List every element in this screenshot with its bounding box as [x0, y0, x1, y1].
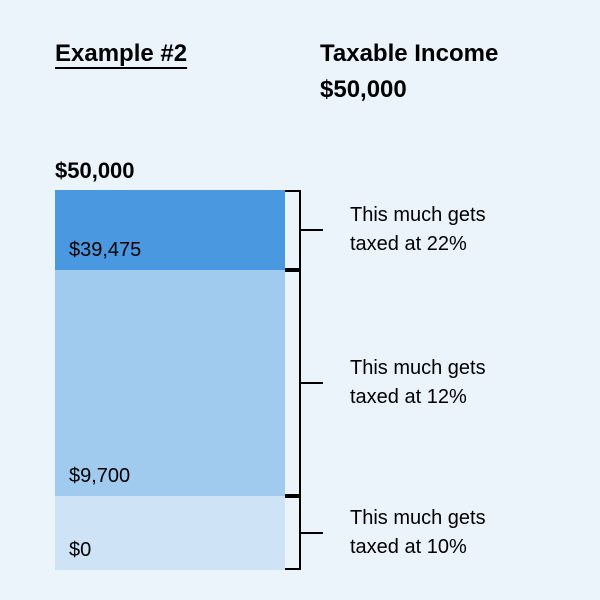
- annotation-line1: This much gets: [350, 504, 486, 533]
- annotation-line2: taxed at 22%: [350, 230, 486, 259]
- example-heading: Example #2: [55, 40, 187, 68]
- annotation-bracket-10: This much getstaxed at 10%: [350, 504, 486, 562]
- segment-label-bracket-10: $0: [69, 539, 91, 562]
- segment-bracket-22: $39,475: [55, 190, 285, 270]
- bracket-bracket-12: [299, 270, 301, 496]
- annotation-line2: taxed at 10%: [350, 533, 486, 562]
- segment-bracket-10: $0: [55, 496, 285, 570]
- annotation-line1: This much gets: [350, 201, 486, 230]
- taxable-income-amount: $50,000: [320, 76, 407, 104]
- bracket-bracket-10: [299, 496, 301, 570]
- annotation-bracket-12: This much getstaxed at 12%: [350, 354, 486, 412]
- annotation-line1: This much gets: [350, 354, 486, 383]
- segment-bracket-12: $9,700: [55, 270, 285, 496]
- taxable-income-heading: Taxable Income: [320, 40, 498, 68]
- segment-label-bracket-12: $9,700: [69, 465, 130, 488]
- annotation-bracket-22: This much getstaxed at 22%: [350, 201, 486, 259]
- tax-bracket-stacked-bar: $39,475 $9,700 $0: [55, 190, 285, 570]
- segment-label-bracket-22: $39,475: [69, 239, 141, 262]
- chart-top-value-label: $50,000: [55, 158, 135, 184]
- annotation-line2: taxed at 12%: [350, 383, 486, 412]
- bracket-bracket-22: [299, 190, 301, 270]
